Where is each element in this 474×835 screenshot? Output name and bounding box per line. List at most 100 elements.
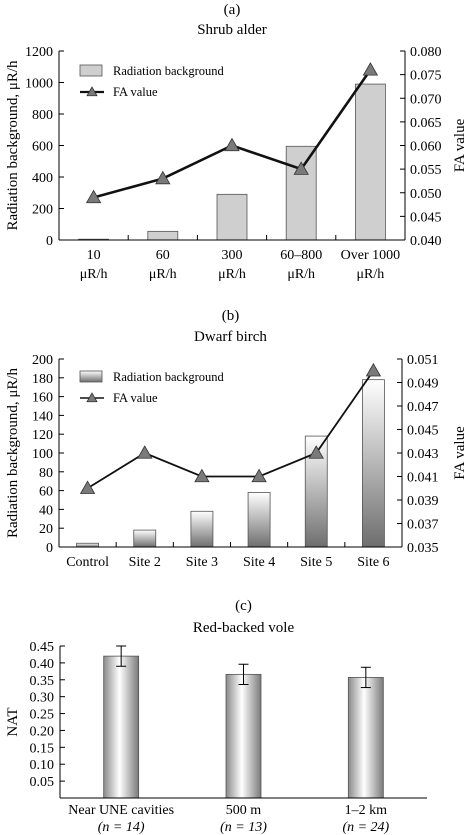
y-axis-title: Radiation background, μR/h — [5, 367, 21, 538]
chart-title: Red-backed vole — [193, 620, 295, 636]
legend-bar-swatch — [79, 370, 103, 383]
x-tick-label: 60–800 — [280, 248, 322, 263]
y2-tick-label: 0.065 — [410, 116, 442, 131]
y-tick-label: 0.20 — [30, 724, 55, 739]
y2-tick-label: 0.039 — [407, 494, 439, 509]
y-tick-label: 1200 — [25, 45, 53, 60]
x-tick-label: Site 5 — [300, 555, 332, 570]
bar — [285, 145, 317, 241]
y-tick-label: 0 — [46, 234, 53, 249]
y-tick-label: 0.45 — [30, 640, 55, 655]
y2-tick-label: 0.070 — [410, 92, 442, 107]
y-tick-label: 160 — [32, 391, 53, 406]
y2-tick-label: 0.047 — [407, 400, 439, 415]
fa-point — [224, 137, 240, 152]
y-tick-label: 0.30 — [30, 691, 55, 706]
y-tick-label: 0.05 — [30, 775, 55, 790]
fa-point — [194, 468, 210, 483]
y2-tick-label: 0.075 — [410, 69, 442, 84]
x-tick-label: Near UNE cavities — [68, 803, 174, 818]
y2-tick-label: 0.051 — [407, 353, 439, 368]
y2-tick-label: 0.040 — [410, 234, 442, 249]
y2-tick-label: 0.035 — [407, 541, 439, 556]
y-tick-label: 140 — [32, 409, 53, 424]
fa-point — [362, 62, 379, 76]
y-tick-label: 20 — [39, 522, 53, 537]
x-tick-label: Over 1000 — [341, 248, 401, 263]
bar — [147, 230, 179, 241]
bar — [76, 542, 99, 548]
fa-point — [365, 362, 382, 377]
panel-label: (c) — [235, 598, 252, 614]
y2-tick-label: 0.055 — [410, 163, 442, 178]
y2-tick-label: 0.041 — [407, 471, 439, 486]
y-tick-label: 0.35 — [30, 674, 55, 689]
bar — [225, 673, 262, 799]
panel-label: (a) — [224, 2, 241, 18]
y-tick-label: 80 — [39, 466, 53, 481]
y-tick-label: 60 — [39, 485, 53, 500]
y-tick-label: 0.25 — [30, 708, 55, 723]
y-tick-label: 0.10 — [30, 758, 55, 773]
fa-point — [137, 445, 153, 459]
x-tick-label: μR/h — [80, 267, 108, 282]
x-tick-label: μR/h — [287, 267, 315, 282]
fa-line — [87, 370, 375, 490]
y2-tick-label: 0.060 — [410, 140, 442, 155]
y-tick-label: 0 — [46, 541, 53, 556]
bar — [347, 677, 384, 799]
y2-axis-title: FA value — [452, 426, 468, 480]
fa-point — [155, 170, 171, 185]
bar — [354, 83, 386, 241]
y2-tick-label: 0.050 — [410, 187, 442, 202]
fa-point — [85, 189, 102, 204]
legend-label-bars: Radiation background — [113, 64, 224, 78]
fa-point — [251, 468, 267, 483]
x-tick-label: 1–2 km — [345, 803, 388, 818]
legend-bar-swatch — [79, 64, 103, 77]
y-tick-label: 400 — [32, 171, 53, 186]
y-tick-label: 200 — [32, 353, 53, 368]
legend-label-bars: Radiation background — [113, 370, 224, 384]
y2-axis-title: FA value — [452, 118, 468, 172]
fa-point — [79, 480, 96, 494]
bar — [362, 379, 385, 548]
x-tick-sublabel: (n = 24) — [342, 820, 389, 835]
y-tick-label: 200 — [32, 203, 53, 218]
bar — [190, 510, 214, 548]
y-tick-label: 40 — [39, 503, 53, 518]
legend-label-fa: FA value — [113, 85, 158, 99]
x-tick-label: 10 — [87, 248, 101, 263]
legend-triangle-icon — [86, 86, 98, 97]
x-tick-label: μR/h — [149, 267, 177, 282]
y-axis-title: NAT — [5, 707, 21, 736]
y-tick-label: 100 — [32, 447, 53, 462]
chart-title: Dwarf birch — [194, 329, 267, 345]
y-tick-label: 800 — [32, 108, 53, 123]
y2-tick-label: 0.045 — [410, 210, 442, 225]
x-tick-label: Site 4 — [243, 555, 275, 570]
y-tick-label: 0.40 — [30, 657, 55, 672]
y-axis-title: Radiation background, μR/h — [5, 60, 21, 231]
bar — [216, 193, 248, 241]
x-tick-sublabel: (n = 13) — [220, 820, 267, 835]
x-tick-label: 500 m — [226, 803, 262, 818]
y-tick-label: 0.15 — [30, 741, 55, 756]
y2-tick-label: 0.049 — [407, 377, 439, 392]
bar — [103, 655, 140, 799]
y-tick-label: 600 — [32, 140, 53, 155]
x-tick-label: 300 — [222, 248, 243, 263]
x-tick-label: Site 3 — [186, 555, 218, 570]
y-tick-label: 120 — [32, 428, 53, 443]
x-tick-label: Site 2 — [129, 555, 161, 570]
x-tick-label: Control — [66, 555, 109, 570]
x-tick-label: μR/h — [357, 267, 385, 282]
y2-tick-label: 0.037 — [407, 518, 439, 533]
chart-title: Shrub alder — [197, 22, 267, 38]
legend-label-fa: FA value — [113, 391, 158, 405]
panel-label: (b) — [222, 308, 240, 324]
fa-point — [293, 161, 309, 175]
x-tick-label: Site 6 — [357, 555, 389, 570]
x-tick-label: μR/h — [218, 267, 246, 282]
